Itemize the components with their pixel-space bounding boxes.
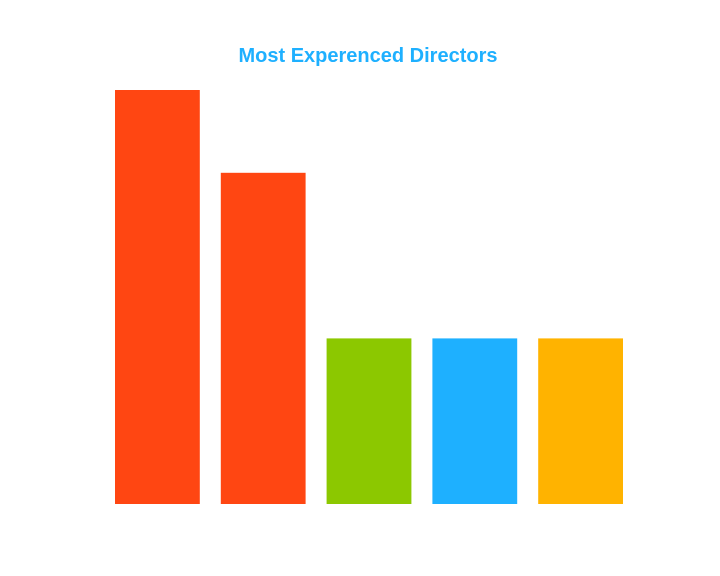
bar-4: [432, 338, 518, 504]
bars-group: [115, 90, 623, 505]
chart-title: Most Experenced Directors: [238, 45, 498, 67]
bar-2: [220, 172, 306, 505]
bar-3: [326, 338, 412, 504]
bar-1: [115, 90, 200, 504]
bar-5: [538, 338, 623, 504]
